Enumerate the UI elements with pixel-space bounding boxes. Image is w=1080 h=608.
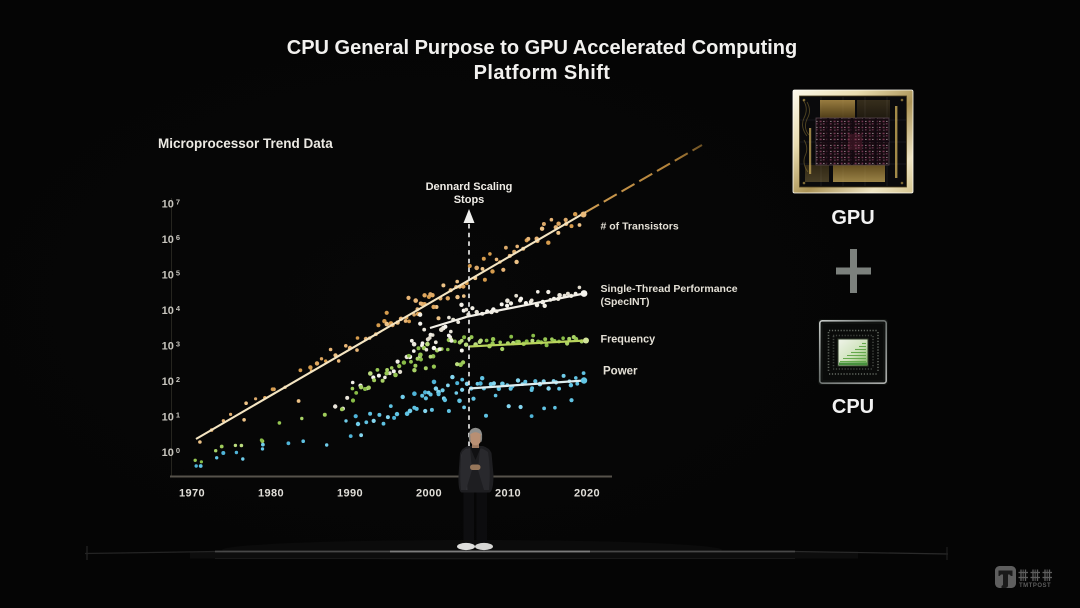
svg-text:# of Transistors: # of Transistors [601,221,679,233]
svg-text:CPU: CPU [832,396,874,418]
svg-text:2010: 2010 [495,488,521,500]
svg-text:Platform Shift: Platform Shift [474,62,611,84]
svg-text:1980: 1980 [258,488,284,500]
svg-text:GPU: GPU [831,207,874,229]
svg-text:Frequency: Frequency [601,334,656,346]
svg-text:2020: 2020 [574,488,600,500]
svg-text:1970: 1970 [179,488,205,500]
svg-text:1990: 1990 [337,488,363,500]
svg-text:Single-Thread Performance: Single-Thread Performance [601,283,738,295]
svg-text:(SpecINT): (SpecINT) [601,296,650,308]
svg-text:Dennard Scaling: Dennard Scaling [426,181,513,193]
svg-text:Stops: Stops [454,194,485,206]
svg-text:CPU General Purpose to GPU Acc: CPU General Purpose to GPU Accelerated C… [287,37,797,59]
svg-text:Power: Power [603,366,638,378]
svg-text:Microprocessor Trend Data: Microprocessor Trend Data [158,136,333,151]
svg-text:2000: 2000 [416,488,442,500]
svg-text:TMTPOST: TMTPOST [1019,583,1051,589]
